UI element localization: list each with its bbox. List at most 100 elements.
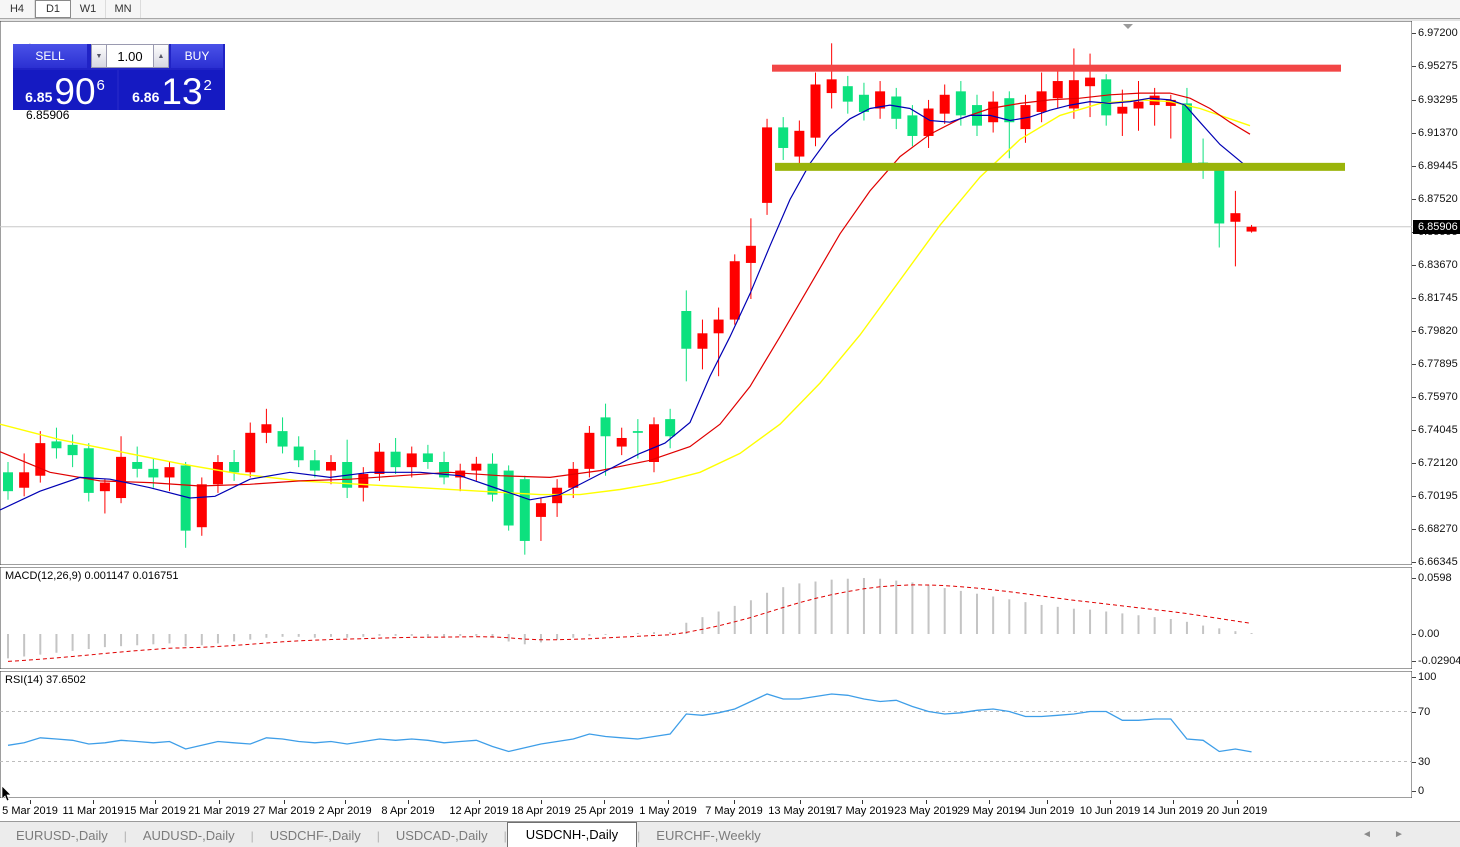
buy-price-display[interactable]: 6.86 13 2 [119,70,225,110]
candle [293,436,304,468]
time-axis-tick [30,800,31,804]
candle [229,449,240,481]
candle-body [810,84,821,138]
candle-body [1230,213,1241,222]
candle-body [374,451,385,475]
tab-scroll-right-icon[interactable]: ► [1394,829,1404,840]
timeframe-button-w1[interactable]: W1 [71,0,106,18]
candle-body [35,443,46,476]
chart-shift-marker-icon [1123,24,1133,29]
macd-pane-background [0,567,1412,669]
rsi-axis-tick [1412,677,1416,678]
candle [180,462,191,548]
candle-body [891,96,902,119]
chart-tab-usdcad[interactable]: USDCAD-,Daily [395,828,488,843]
candle [616,427,627,456]
candle [1214,165,1225,248]
ma-medium-line [0,92,1251,487]
tab-separator: | [637,829,641,843]
chart-tab-eurchf[interactable]: EURCHF-,Weekly [656,828,761,843]
buy-button[interactable]: BUY [171,44,223,68]
candle-body [907,115,918,136]
candle [745,218,756,299]
candle-body [422,453,433,462]
macd-axis-tick [1412,634,1416,635]
price-axis-label: 6.75970 [1418,391,1458,404]
candle-body [180,465,191,531]
price-axis-label: 6.70195 [1418,490,1458,503]
macd-axis-tick [1412,661,1416,663]
candle [1101,74,1112,126]
time-axis-label: 29 May 2019 [957,805,1021,817]
time-axis-tick [604,800,605,804]
rsi-axis-tick [1412,791,1416,792]
candle [923,99,934,148]
buy-price-pips: 13 [161,71,203,112]
time-axis-label: 21 Mar 2019 [188,805,250,817]
mouse-cursor [1,786,12,802]
price-axis-label: 6.66345 [1418,556,1458,569]
price-axis-label: 6.81745 [1418,292,1458,305]
volume-decrease-button[interactable]: ▼ [91,44,107,68]
candle-body [988,101,999,123]
window-divider [0,19,1460,21]
price-axis-label: 6.95275 [1418,60,1458,73]
price-chart-pane[interactable] [0,21,1412,565]
candle-body [277,431,288,447]
candle-body [471,463,482,471]
tab-scroll-left-icon[interactable]: ◄ [1362,829,1372,840]
timeframe-button-mn[interactable]: MN [106,0,141,18]
candle-body [1052,81,1063,99]
volume-increase-button[interactable]: ▲ [153,44,169,68]
price-axis-label: 6.89445 [1418,160,1458,173]
timeframe-button-h4[interactable]: H4 [0,0,35,18]
sell-price-display[interactable]: 6.85 90 6 [13,70,117,110]
candle [132,446,143,478]
rsi-indicator-pane[interactable] [0,671,1412,798]
candle [1230,190,1241,267]
time-axis-tick [1047,800,1048,804]
candle-body [99,482,110,492]
candle [261,408,272,444]
candle [99,479,110,514]
chart-tab-usdcnh[interactable]: USDCNH-,Daily [506,822,638,847]
candle [584,425,595,478]
candle-body [584,432,595,469]
candle-body [455,470,466,478]
candle [1181,87,1192,167]
candle [1036,72,1047,123]
chart-tab-bar: EURUSD-,Daily | AUDUSD-,Daily | USDCHF-,Dail… [0,821,1460,847]
resistance-line[interactable] [772,64,1341,72]
candle [390,437,401,475]
current-price-tag: 6.85906 [1413,220,1460,234]
time-axis-label: 15 Mar 2019 [124,805,186,817]
time-axis-label: 7 May 2019 [705,805,763,817]
price-axis-label: 6.87520 [1418,193,1458,206]
sell-button[interactable]: SELL [13,44,87,68]
candle [374,443,385,481]
support-line[interactable] [775,162,1345,171]
price-axis-label: 6.74045 [1418,424,1458,437]
candle-body [632,431,643,433]
timeframe-button-d1[interactable]: D1 [35,0,71,18]
candle-body [1165,99,1176,106]
chart-tab-usdchf[interactable]: USDCHF-,Daily [269,828,361,843]
time-axis-tick [989,800,990,804]
volume-input[interactable] [107,44,153,68]
candle-body [794,130,805,157]
candle-body [778,127,789,148]
candle [810,72,821,147]
time-axis[interactable]: 5 Mar 2019 11 Mar 2019 15 Mar 2019 21 Mar 2… [0,800,1460,822]
chart-tab-eurusd[interactable]: EURUSD-,Daily [16,828,108,843]
rsi-axis-tick [1412,761,1416,763]
macd-indicator-pane[interactable] [0,567,1412,669]
time-axis-tick [800,800,801,804]
chart-tab-audusd[interactable]: AUDUSD-,Daily [142,828,235,843]
candle-body [245,432,256,473]
candle-body [665,419,676,437]
time-axis-tick [668,800,669,804]
time-axis-label: 5 Mar 2019 [2,805,58,817]
time-axis-label: 13 May 2019 [768,805,832,817]
chart-window: ▲ USDCNH-,Daily 6.85629 6.86015 6.85566 … [0,21,1460,822]
